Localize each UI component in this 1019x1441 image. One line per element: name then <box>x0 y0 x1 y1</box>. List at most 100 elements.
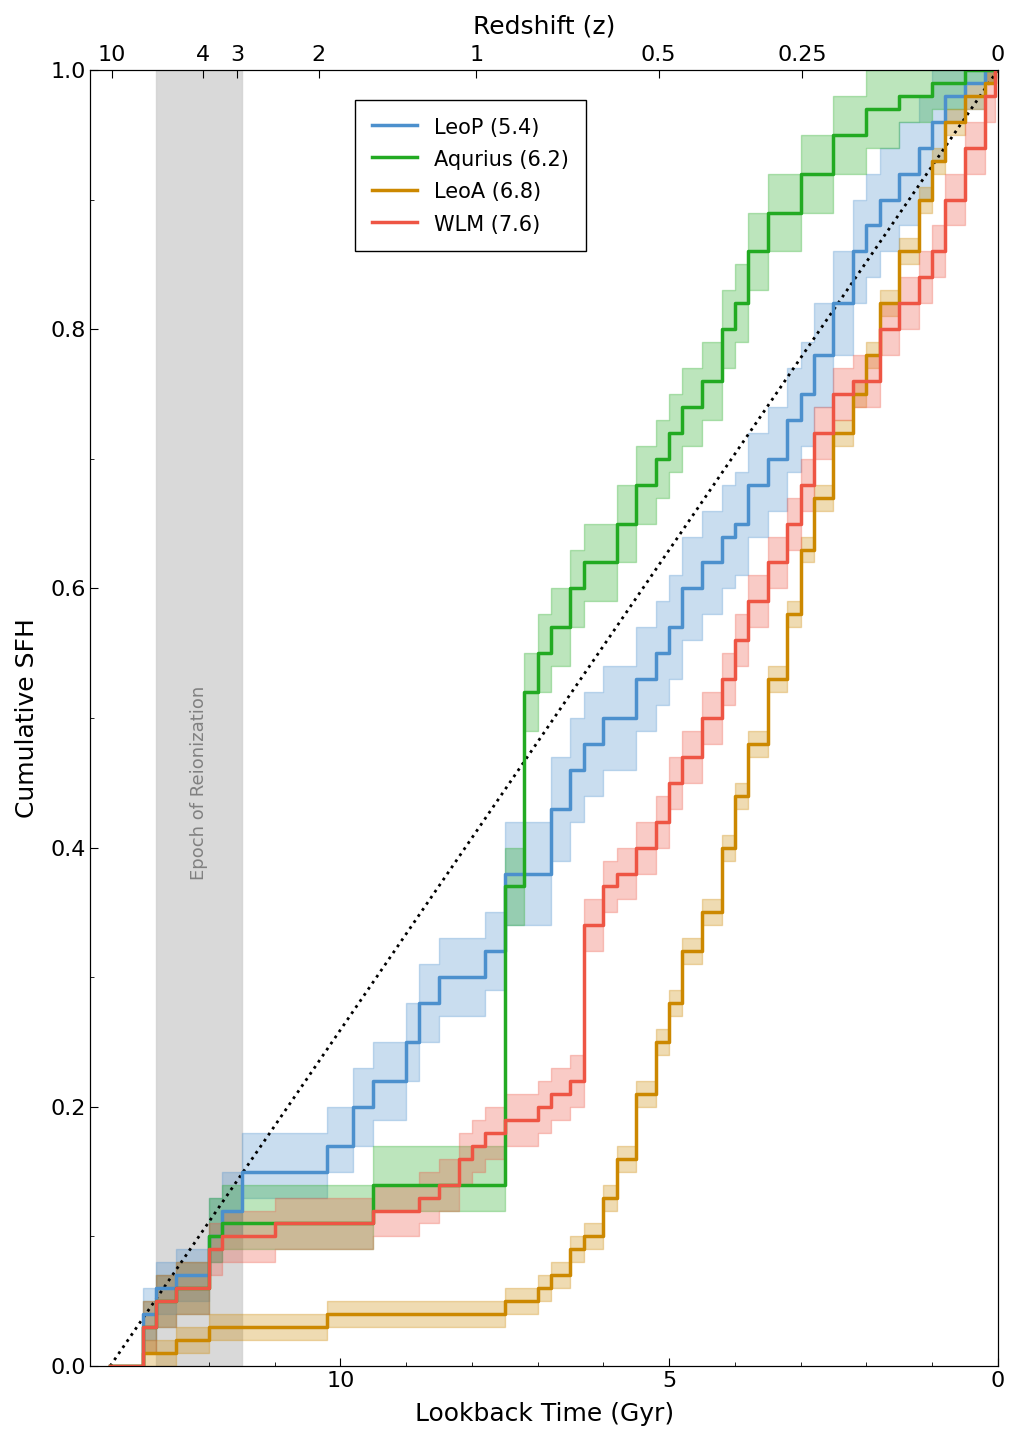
LeoP (5.4) <box>564 761 576 778</box>
LeoP (5.4) <box>649 644 661 661</box>
Aqurius (6.2) <box>413 1176 425 1193</box>
LeoP (5.4) <box>216 1202 228 1219</box>
WLM (7.6) <box>987 62 1000 79</box>
Aqurius (6.2) <box>649 450 661 467</box>
WLM (7.6) <box>413 1189 425 1206</box>
Aqurius (6.2) <box>104 1357 116 1375</box>
Bar <box>156 71 242 1366</box>
Line: WLM (7.6): WLM (7.6) <box>110 71 994 1366</box>
LeoP (5.4) <box>630 670 642 687</box>
LeoA (6.8) <box>794 540 806 558</box>
LeoA (6.8) <box>781 605 793 623</box>
WLM (7.6) <box>676 748 688 765</box>
WLM (7.6) <box>577 916 589 934</box>
WLM (7.6) <box>170 1280 182 1297</box>
WLM (7.6) <box>630 839 642 856</box>
WLM (7.6) <box>268 1215 280 1232</box>
Aqurius (6.2) <box>216 1215 228 1232</box>
WLM (7.6) <box>912 268 924 285</box>
Aqurius (6.2) <box>268 1215 280 1232</box>
Aqurius (6.2) <box>150 1293 162 1310</box>
LeoP (5.4) <box>347 1098 360 1115</box>
Aqurius (6.2) <box>826 127 839 144</box>
LeoA (6.8) <box>564 1241 576 1258</box>
LeoA (6.8) <box>531 1280 543 1297</box>
WLM (7.6) <box>609 865 622 882</box>
Aqurius (6.2) <box>347 1215 360 1232</box>
LeoA (6.8) <box>846 385 858 402</box>
WLM (7.6) <box>216 1228 228 1245</box>
LeoA (6.8) <box>432 1306 444 1323</box>
LeoP (5.4) <box>577 735 589 752</box>
WLM (7.6) <box>104 1357 116 1375</box>
LeoP (5.4) <box>478 942 490 960</box>
LeoA (6.8) <box>925 153 937 170</box>
LeoA (6.8) <box>203 1319 215 1336</box>
Aqurius (6.2) <box>466 1176 478 1193</box>
Aqurius (6.2) <box>662 424 675 441</box>
Aqurius (6.2) <box>321 1215 333 1232</box>
Aqurius (6.2) <box>498 878 511 895</box>
LeoP (5.4) <box>170 1267 182 1284</box>
LeoP (5.4) <box>466 968 478 986</box>
Aqurius (6.2) <box>925 75 937 92</box>
WLM (7.6) <box>781 514 793 532</box>
LeoP (5.4) <box>544 800 556 817</box>
LeoP (5.4) <box>597 709 609 726</box>
Aqurius (6.2) <box>695 372 707 389</box>
Aqurius (6.2) <box>235 1215 248 1232</box>
Aqurius (6.2) <box>432 1176 444 1193</box>
LeoP (5.4) <box>893 166 905 183</box>
X-axis label: Redshift (z): Redshift (z) <box>473 14 614 39</box>
LeoA (6.8) <box>741 735 753 752</box>
LeoP (5.4) <box>958 75 970 92</box>
LeoP (5.4) <box>399 1033 412 1050</box>
WLM (7.6) <box>872 320 884 337</box>
LeoP (5.4) <box>728 514 740 532</box>
LeoA (6.8) <box>347 1306 360 1323</box>
WLM (7.6) <box>859 372 871 389</box>
LeoA (6.8) <box>150 1344 162 1362</box>
Aqurius (6.2) <box>399 1176 412 1193</box>
WLM (7.6) <box>741 592 753 610</box>
LeoP (5.4) <box>498 865 511 882</box>
LeoP (5.4) <box>367 1072 379 1089</box>
Aqurius (6.2) <box>728 294 740 311</box>
LeoP (5.4) <box>609 709 622 726</box>
LeoA (6.8) <box>518 1293 530 1310</box>
LeoA (6.8) <box>399 1306 412 1323</box>
LeoA (6.8) <box>104 1357 116 1375</box>
LeoA (6.8) <box>597 1189 609 1206</box>
LeoP (5.4) <box>761 450 773 467</box>
LeoA (6.8) <box>761 670 773 687</box>
LeoA (6.8) <box>649 1033 661 1050</box>
LeoA (6.8) <box>216 1319 228 1336</box>
LeoA (6.8) <box>498 1293 511 1310</box>
WLM (7.6) <box>235 1228 248 1245</box>
LeoA (6.8) <box>893 242 905 259</box>
Aqurius (6.2) <box>367 1176 379 1193</box>
Aqurius (6.2) <box>987 62 1000 79</box>
Aqurius (6.2) <box>958 62 970 79</box>
WLM (7.6) <box>498 1111 511 1128</box>
LeoA (6.8) <box>676 942 688 960</box>
WLM (7.6) <box>367 1202 379 1219</box>
LeoP (5.4) <box>137 1306 149 1323</box>
Aqurius (6.2) <box>301 1215 313 1232</box>
WLM (7.6) <box>137 1319 149 1336</box>
Line: Aqurius (6.2): Aqurius (6.2) <box>110 71 994 1366</box>
LeoA (6.8) <box>662 994 675 1012</box>
WLM (7.6) <box>695 709 707 726</box>
LeoP (5.4) <box>872 190 884 208</box>
Aqurius (6.2) <box>859 101 871 118</box>
LeoA (6.8) <box>170 1331 182 1349</box>
LeoA (6.8) <box>478 1306 490 1323</box>
LeoA (6.8) <box>577 1228 589 1245</box>
LeoP (5.4) <box>531 865 543 882</box>
WLM (7.6) <box>301 1215 313 1232</box>
WLM (7.6) <box>925 242 937 259</box>
LeoP (5.4) <box>518 865 530 882</box>
Aqurius (6.2) <box>893 88 905 105</box>
LeoA (6.8) <box>715 839 728 856</box>
LeoP (5.4) <box>912 140 924 157</box>
